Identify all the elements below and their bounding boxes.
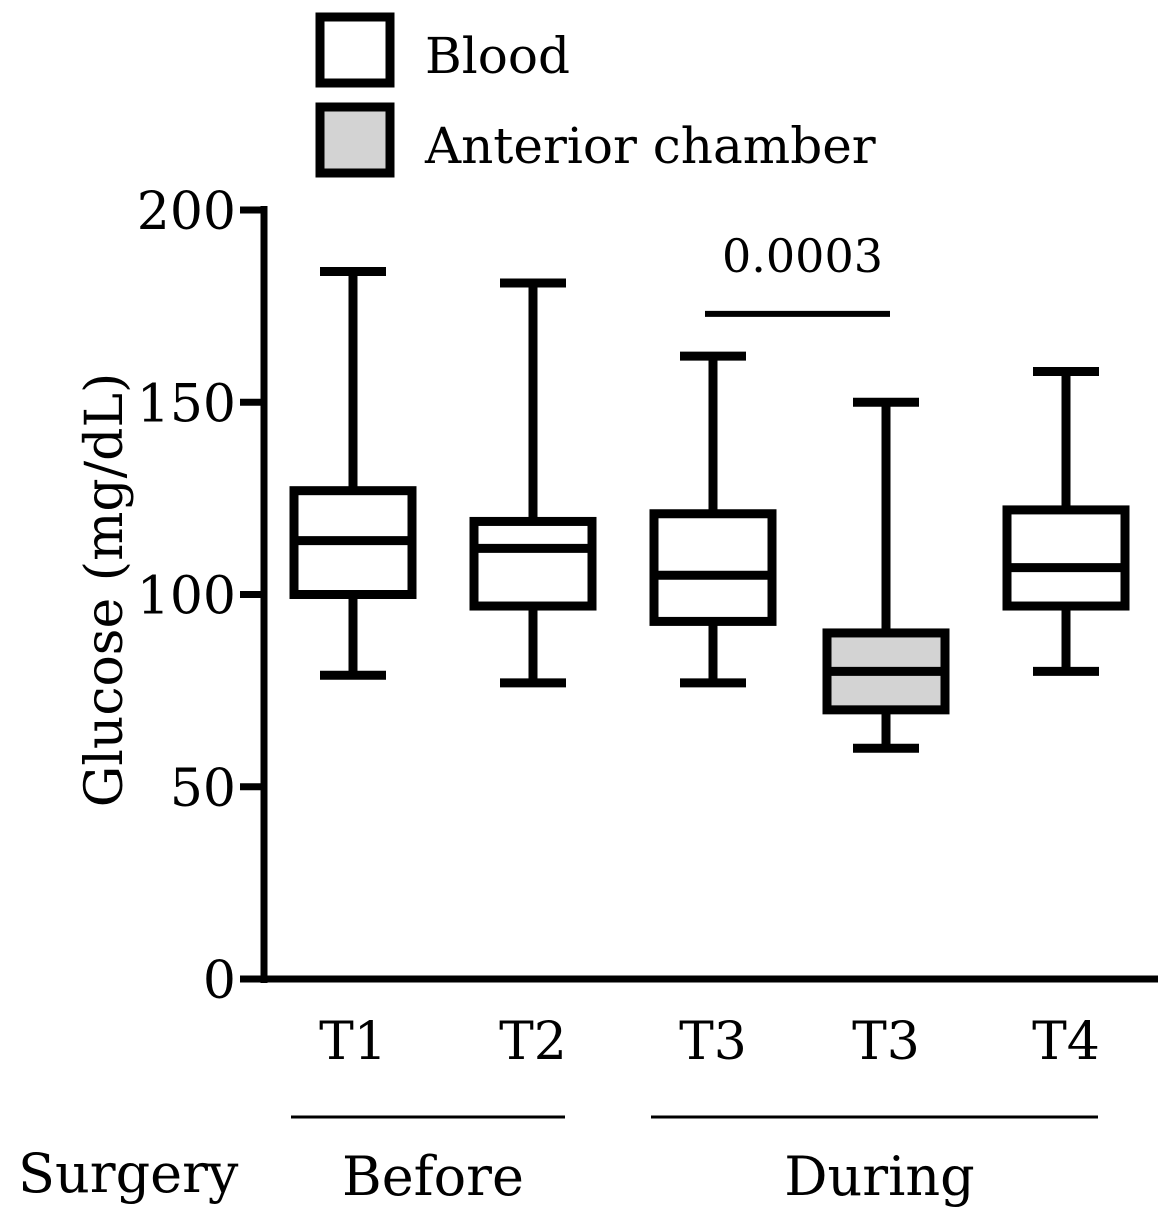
group-label-2: During	[784, 1145, 975, 1207]
y-tick-label-0: 0	[203, 951, 236, 1011]
box-series: T1 T2 T3 T3 T4	[289, 267, 1130, 1072]
annotations: 0.0003	[705, 229, 890, 317]
box-3-t3	[649, 351, 777, 688]
x-tick-label-2: T2	[499, 1012, 567, 1072]
legend-label-1: Blood	[425, 27, 570, 85]
iqr-box	[469, 516, 597, 611]
legend: Blood Anterior chamber	[315, 12, 876, 178]
y-axis-label: Glucose (mg/dL)	[75, 373, 135, 808]
x-tick-label-5: T4	[1032, 1012, 1100, 1072]
x-tick-label-4: T3	[852, 1012, 920, 1072]
box-2-t2	[469, 278, 597, 688]
box-5-t4	[1002, 366, 1130, 676]
legend-swatch-2	[315, 102, 395, 178]
y-tick-label-100: 100	[137, 567, 236, 627]
group-labels: Surgery Before During	[18, 1115, 1098, 1207]
iqr-box	[649, 509, 777, 626]
x-tick-label-3: T3	[679, 1012, 747, 1072]
legend-swatch-1	[315, 12, 395, 88]
group-row-label: Surgery	[18, 1142, 239, 1205]
box-4-t3	[822, 397, 950, 753]
legend-label-2: Anterior chamber	[424, 117, 876, 175]
x-tick-label-1: T1	[319, 1012, 387, 1072]
y-tick-label-150: 150	[137, 374, 236, 434]
y-tick-label-200: 200	[137, 182, 236, 242]
iqr-box	[1002, 505, 1130, 611]
axes: 0 50 100 150 200 Glucose (mg/dL)	[75, 182, 1158, 1011]
y-tick-label-50: 50	[170, 759, 236, 819]
p-value-label: 0.0003	[722, 229, 883, 283]
group-label-1: Before	[342, 1145, 524, 1207]
box-1-t1	[289, 267, 417, 680]
